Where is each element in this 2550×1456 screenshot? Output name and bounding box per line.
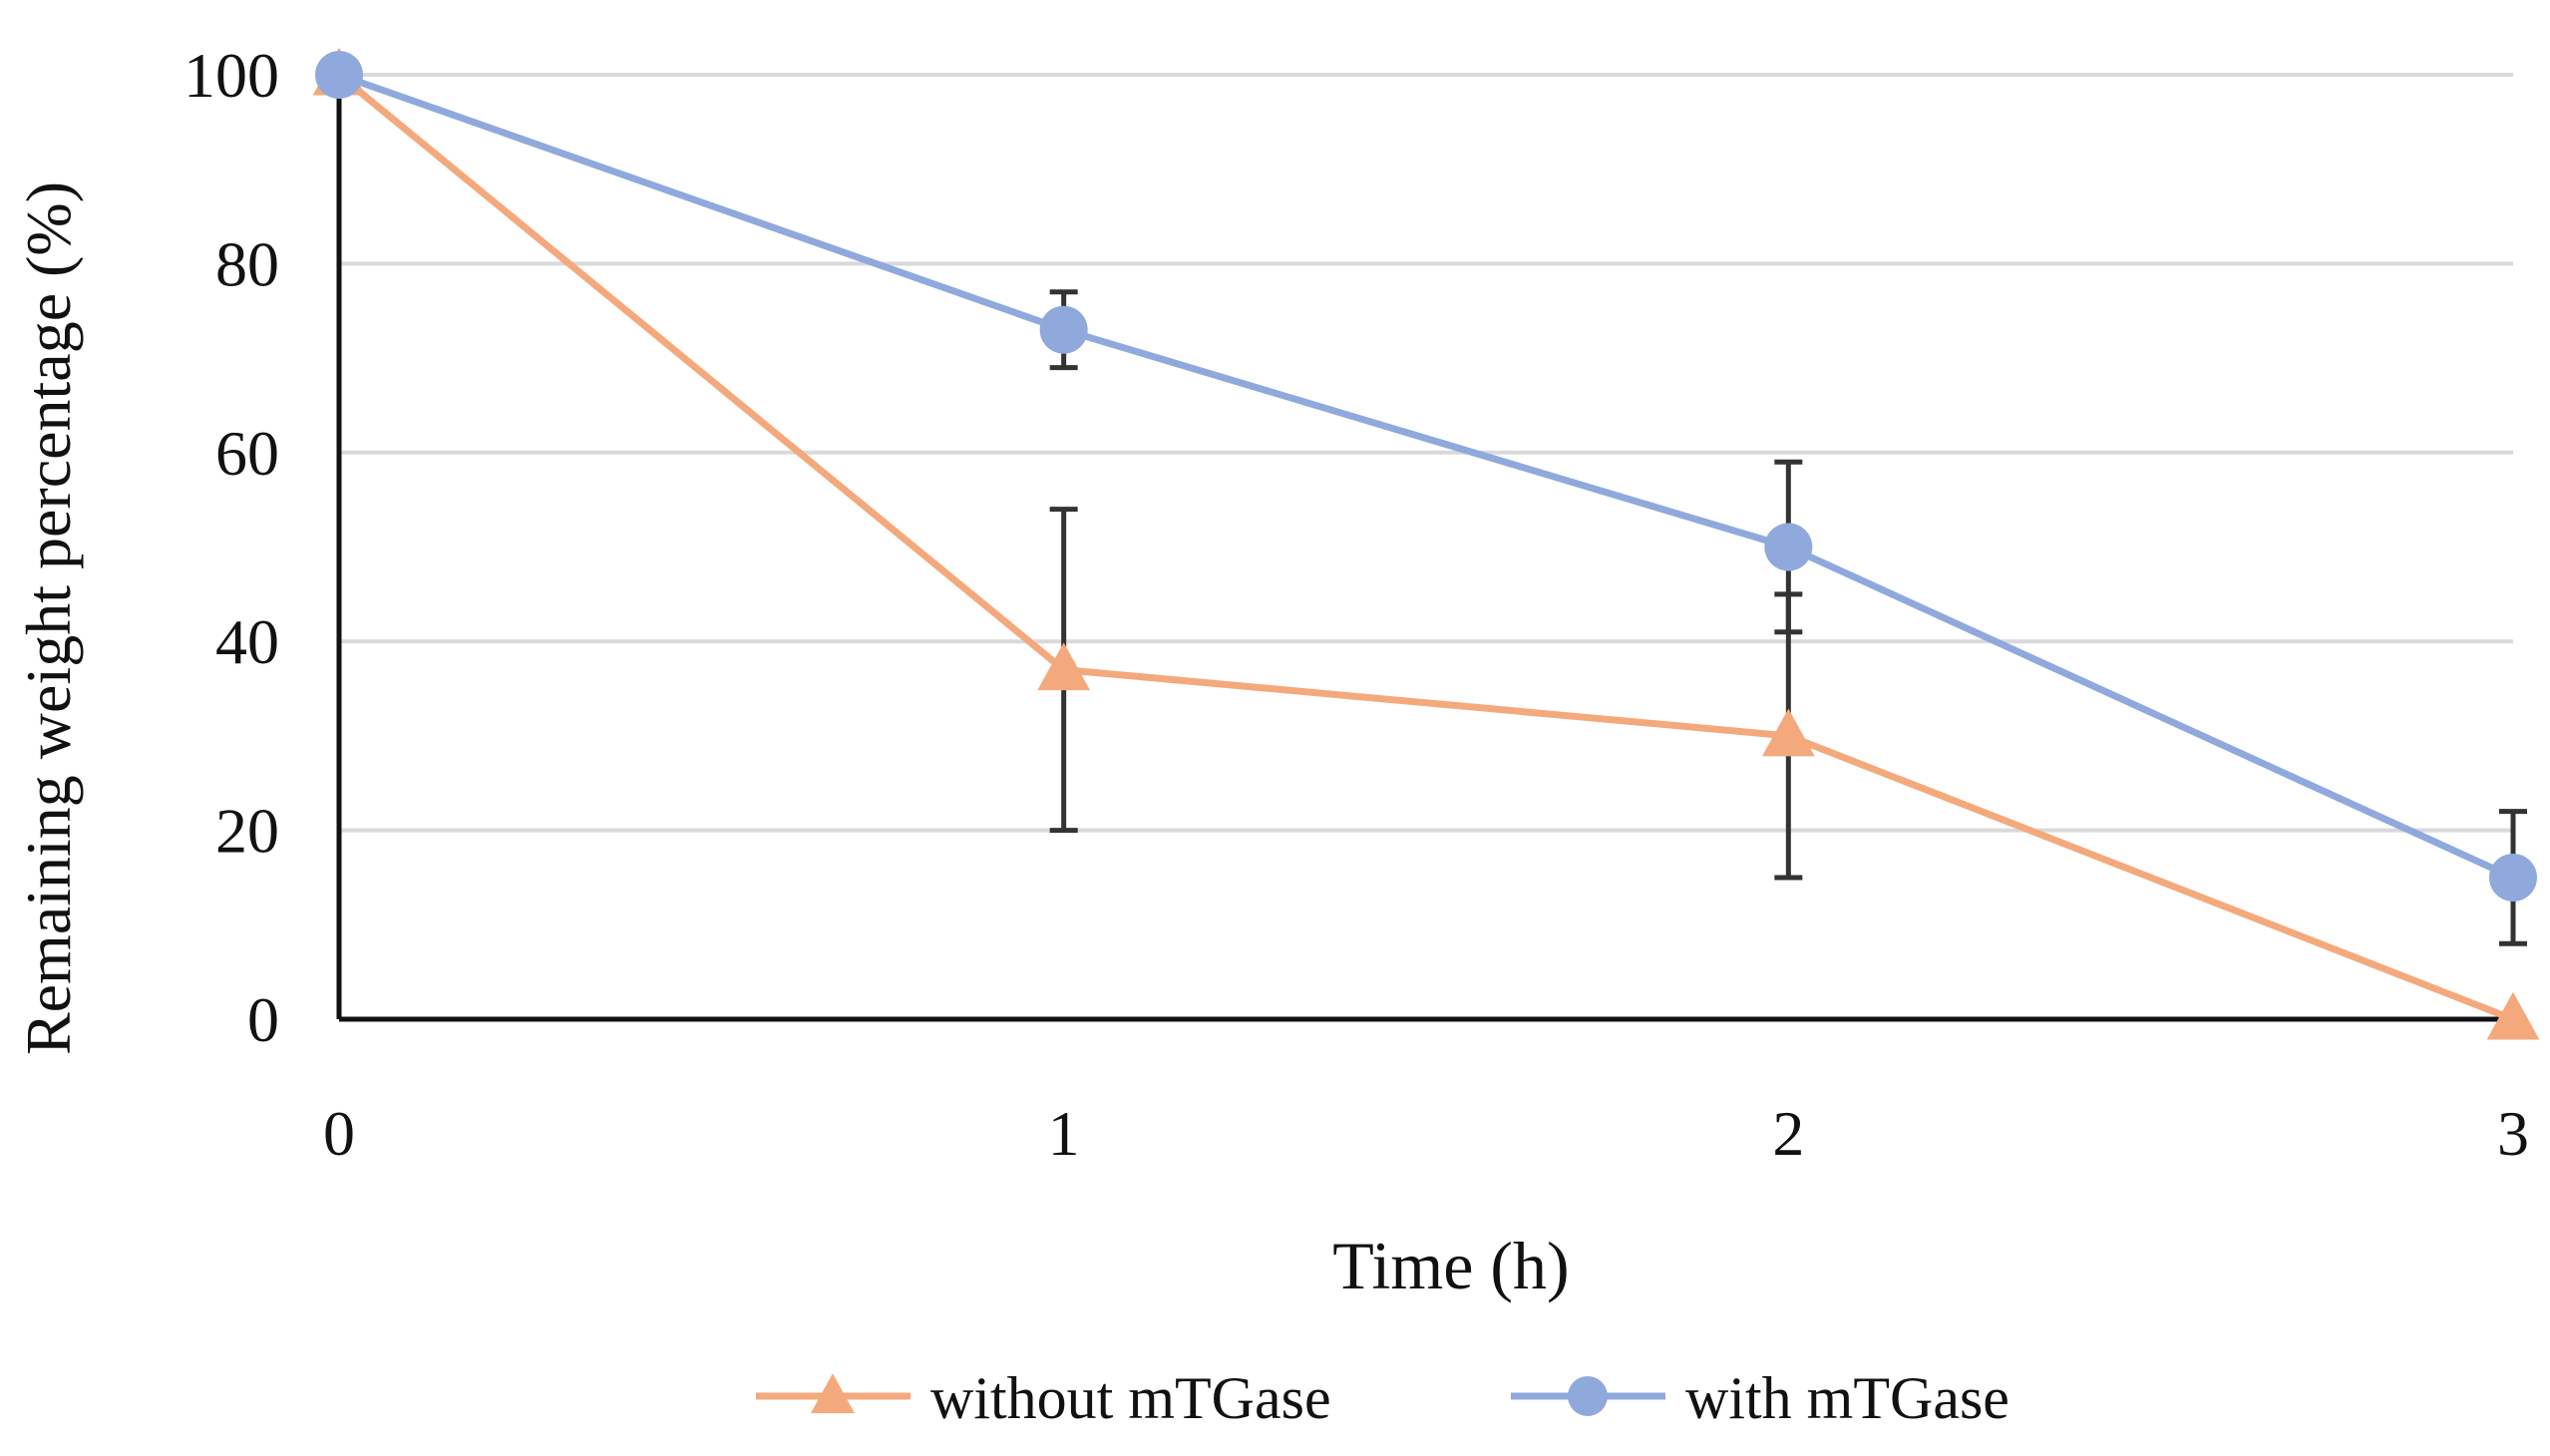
legend-item-1: without mTGase [756,1365,1331,1431]
series-line [337,71,2515,882]
grid-lines [339,73,2513,833]
x-tick-label: 0 [323,1098,355,1169]
series-group [312,47,2540,1040]
y-tick-labels: 0 20 40 60 80 100 [183,40,279,1055]
x-tick-label: 1 [1048,1098,1080,1169]
data-point [1037,642,1091,691]
legend-item-2: with mTGase [1511,1365,2009,1431]
y-axis-label: Remaining weight percentage (%) [13,182,84,1055]
data-point [1761,708,1815,757]
legend-label: without mTGase [930,1365,1331,1431]
series-1 [312,47,2540,1040]
legend-label: with mTGase [1685,1365,2009,1431]
data-point [2489,853,2537,902]
y-tick-label: 80 [215,228,279,299]
axes [336,75,2513,1022]
series-line [336,72,2515,1023]
y-tick-label: 60 [215,418,279,489]
x-tick-labels: 0 1 2 3 [323,1098,2529,1169]
data-point [1039,305,1088,354]
x-axis-label: Time (h) [1332,1228,1569,1303]
x-tick-label: 3 [2497,1098,2529,1169]
series-2 [315,51,2537,946]
legend-marker [1568,1376,1608,1416]
y-tick-label: 0 [247,984,279,1055]
data-point [2486,991,2540,1040]
data-point [315,51,363,99]
y-tick-label: 100 [183,40,279,111]
x-tick-label: 2 [1772,1098,1804,1169]
legend: without mTGase with mTGase [756,1365,2009,1431]
legend-marker [811,1373,855,1414]
y-tick-label: 40 [215,606,279,677]
data-point [1764,523,1813,571]
y-tick-label: 20 [215,796,279,867]
